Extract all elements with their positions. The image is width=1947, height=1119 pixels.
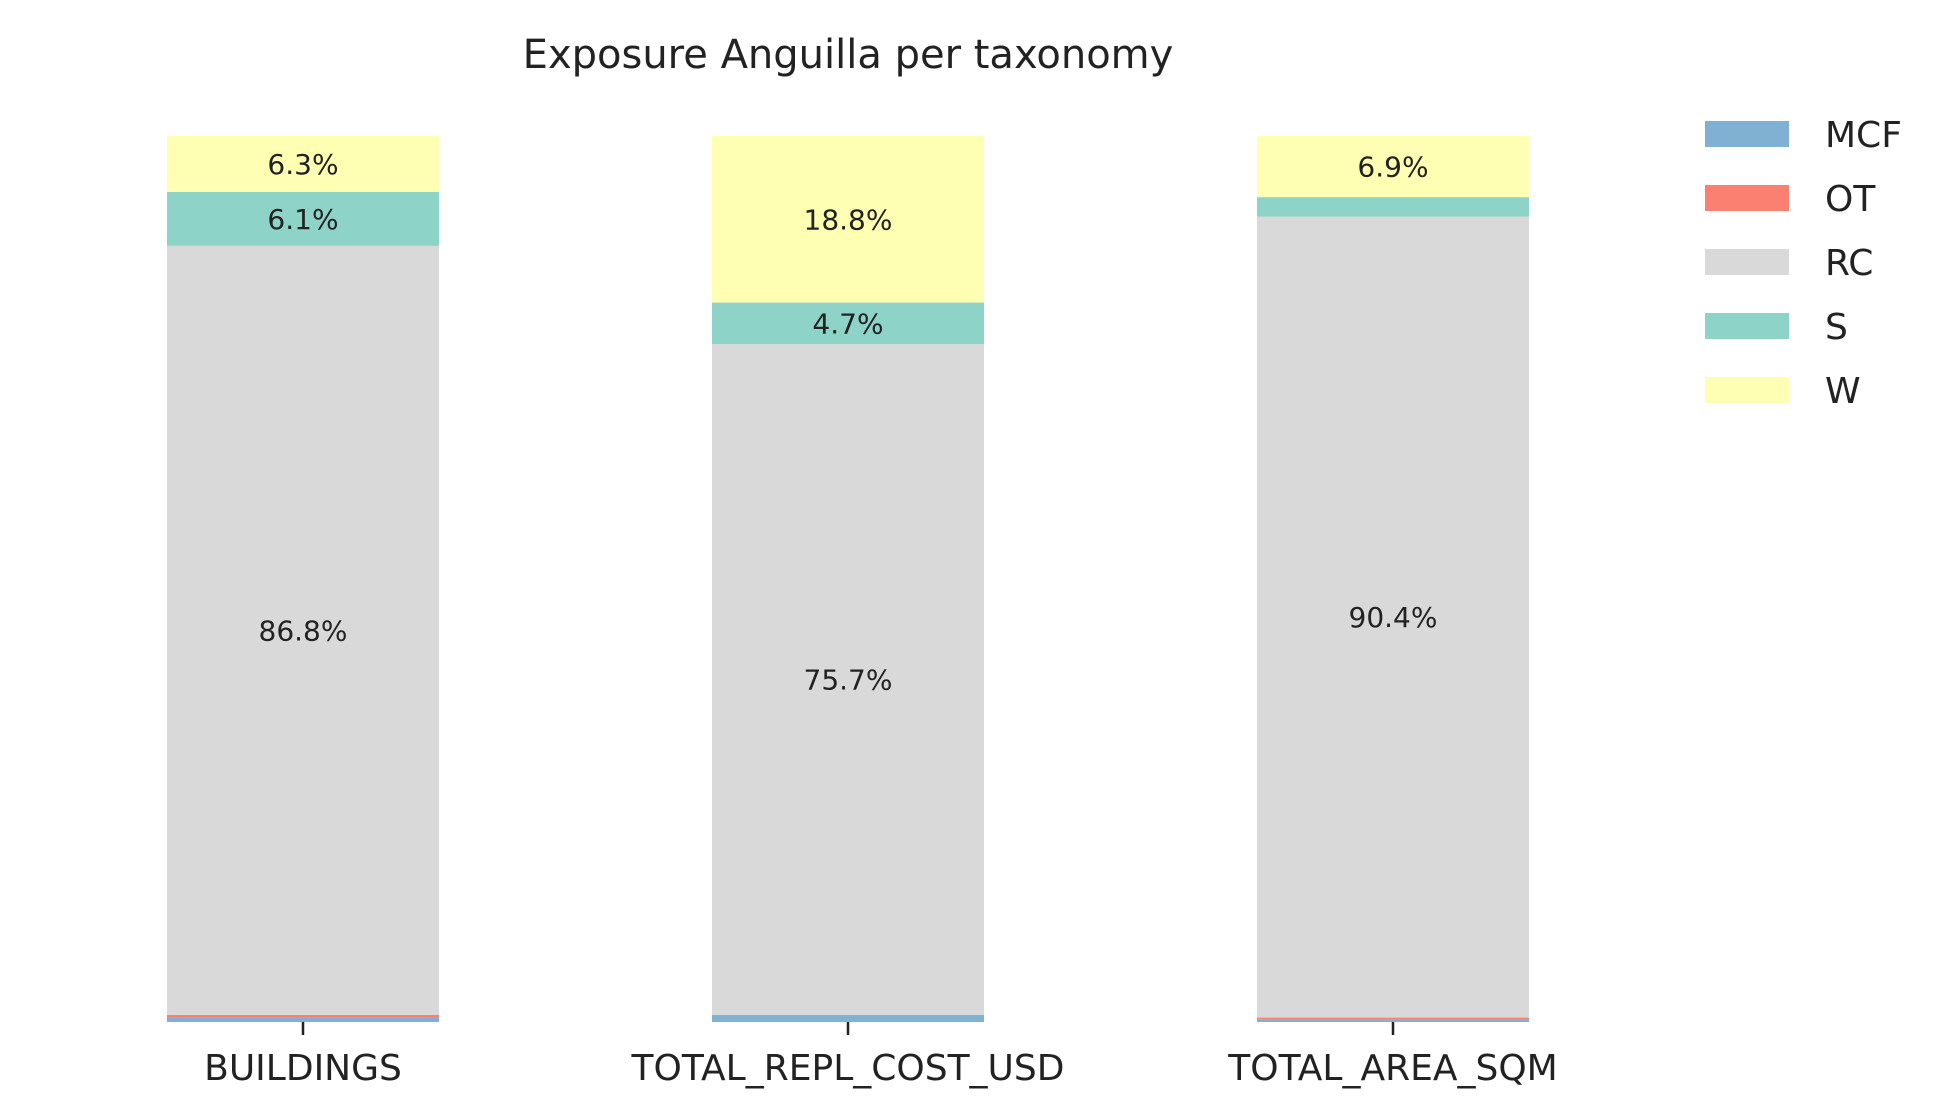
bar-segment-rc-buildings — [167, 245, 439, 1015]
legend-label-ot: OT — [1825, 179, 1876, 220]
bar-segment-mcf-total-area-sqm — [1257, 1019, 1529, 1022]
legend-label-w: W — [1825, 371, 1861, 412]
legend-swatch-rc — [1705, 249, 1789, 275]
legend-swatch-ot — [1705, 185, 1789, 211]
x-axis: BUILDINGS TOTAL_REPL_COST_USD TOTAL_AREA_S… — [204, 1022, 1558, 1089]
segment-label: 90.4% — [1349, 601, 1438, 634]
segment-label: 4.7% — [812, 307, 883, 340]
legend-swatch-s — [1705, 313, 1789, 339]
segment-label: 86.8% — [259, 614, 348, 647]
x-tick-label: TOTAL_REPL_COST_USD — [631, 1048, 1065, 1089]
bar-segment-mcf-buildings — [167, 1017, 439, 1022]
chart-title: Exposure Anguilla per taxonomy — [523, 32, 1174, 78]
bar-segment-s-buildings — [167, 191, 439, 246]
x-tick-label: BUILDINGS — [204, 1048, 402, 1089]
bar-segment-rc-total-area-sqm — [1257, 216, 1529, 1018]
segment-label: 75.7% — [804, 664, 893, 697]
bar-segment-w-total-repl-cost-usd — [712, 136, 984, 303]
segment-label: 6.1% — [267, 203, 338, 236]
bar-segment-w-buildings — [167, 136, 439, 192]
segment-label: 6.9% — [1357, 151, 1428, 184]
bar-segment-mcf-total-repl-cost-usd — [712, 1014, 984, 1022]
segment-labels-group: 86.8% 6.1% 6.3% 75.7% 4.7% 18.8% 90.4% 6.9% — [259, 148, 1438, 697]
segment-label: 6.3% — [267, 148, 338, 181]
bar-segment-w-total-area-sqm — [1257, 136, 1529, 198]
legend-label-s: S — [1825, 307, 1848, 348]
segment-label: 18.8% — [804, 203, 893, 236]
legend-swatch-w — [1705, 377, 1789, 403]
bar-segment-s-total-repl-cost-usd — [712, 302, 984, 345]
legend-label-rc: RC — [1825, 243, 1873, 284]
bar-segment-ot-total-area-sqm — [1257, 1017, 1529, 1020]
bars-group — [167, 136, 1529, 1022]
legend-swatch-mcf — [1705, 121, 1789, 147]
bar-segment-s-total-area-sqm — [1257, 197, 1529, 217]
x-tick-label: TOTAL_AREA_SQM — [1227, 1048, 1557, 1089]
bar-segment-ot-buildings — [167, 1014, 439, 1018]
legend: MCF OT RC SW — [1705, 115, 1902, 412]
bar-segment-rc-total-repl-cost-usd — [712, 344, 984, 1015]
legend-label-mcf: MCF — [1825, 115, 1902, 156]
